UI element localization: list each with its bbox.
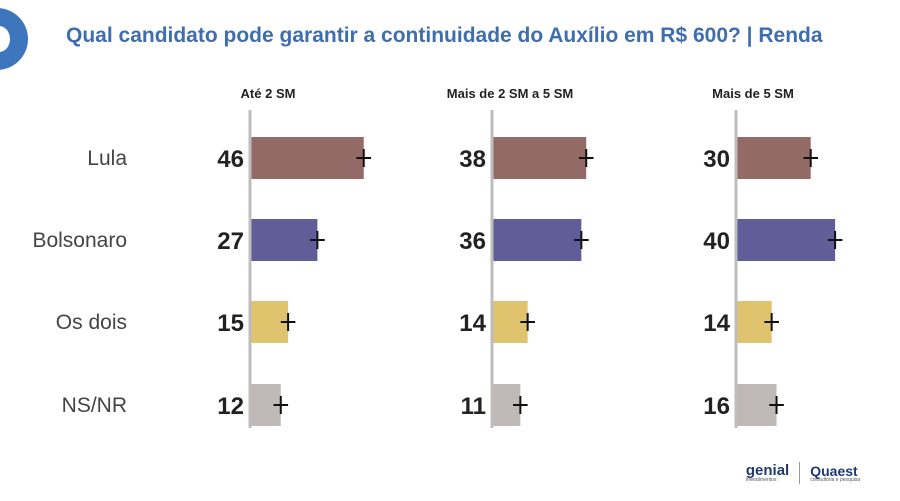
panel-header-3: Mais de 5 SM [712,86,794,101]
value-label-panel2-3: 11 [461,393,486,420]
panel-header-1: Até 2 SM [241,86,296,101]
value-label-panel2-2: 14 [459,310,486,337]
bar-panel1-0 [251,137,364,179]
value-label-panel1-2: 15 [217,310,244,337]
bar-panel2-0 [493,137,587,179]
category-label-bolsonaro: Bolsonaro [32,229,127,252]
value-label-panel1-0: 46 [217,146,244,173]
value-label-panel3-2: 14 [703,310,730,337]
genial-logo: genial investimentos [745,462,790,483]
value-label-panel2-0: 38 [459,146,486,173]
category-label-ns-nr: NS/NR [62,394,127,417]
bar-panel3-1 [737,219,836,261]
value-label-panel3-0: 30 [703,146,730,173]
quaest-logo: Quaest consultoria e pesquisa [810,462,860,483]
bar-panel2-1 [493,219,582,261]
footer-logos: genial investimentos Quaest consultoria … [746,462,860,484]
panel-header-2: Mais de 2 SM a 5 SM [447,86,573,101]
logo-divider [799,462,801,484]
value-label-panel1-3: 12 [217,393,244,420]
value-label-panel1-1: 27 [217,228,244,255]
bar-panel3-0 [737,137,811,179]
category-label-os-dois: Os dois [56,311,127,334]
bar-panel1-1 [251,219,318,261]
value-label-panel3-1: 40 [703,228,730,255]
value-label-panel2-1: 36 [459,228,486,255]
category-label-lula: Lula [87,147,127,170]
chart-title: Qual candidato pode garantir a continuid… [66,24,823,47]
value-label-panel3-3: 16 [703,393,730,420]
